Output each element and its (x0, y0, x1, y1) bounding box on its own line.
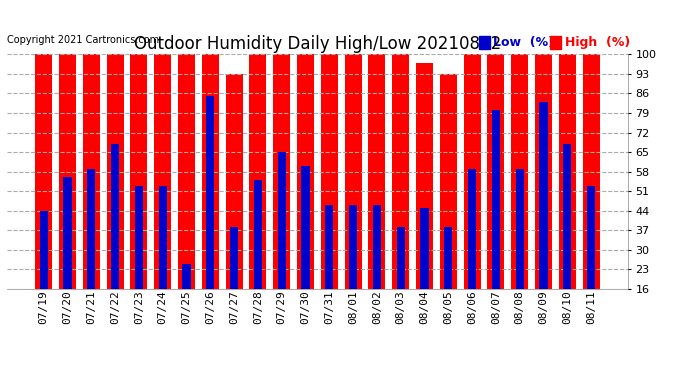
Bar (344, 54, 362, 333)
Bar (83, 54, 100, 333)
Bar (373, 205, 381, 333)
Bar (479, 36, 490, 48)
Bar (63, 177, 72, 333)
Text: Copyright 2021 Cartronics.com: Copyright 2021 Cartronics.com (7, 35, 159, 45)
Bar (420, 208, 428, 333)
Bar (468, 169, 476, 333)
Bar (416, 63, 433, 333)
Bar (154, 54, 171, 333)
Bar (515, 169, 524, 333)
Bar (563, 144, 571, 333)
Bar (230, 227, 238, 333)
Bar (540, 102, 548, 333)
Bar (325, 205, 333, 333)
Bar (559, 54, 576, 333)
Bar (106, 54, 124, 333)
Bar (582, 54, 600, 333)
Bar (297, 54, 314, 333)
Bar (249, 54, 266, 333)
Bar (511, 54, 529, 333)
Bar (392, 54, 409, 333)
Bar (226, 74, 243, 333)
Bar (440, 74, 457, 333)
Bar (349, 205, 357, 333)
Bar (277, 152, 286, 333)
Bar (159, 186, 167, 333)
Bar (302, 166, 310, 333)
Text: Low  (%): Low (%) (493, 36, 554, 49)
Bar (182, 264, 190, 333)
Bar (397, 227, 405, 333)
Bar (535, 54, 552, 333)
Bar (206, 96, 215, 333)
Bar (587, 186, 595, 333)
Bar (464, 54, 481, 333)
Bar (254, 180, 262, 333)
Bar (87, 169, 95, 333)
Bar (321, 54, 338, 333)
Bar (487, 54, 504, 333)
Bar (135, 186, 143, 333)
Bar (551, 36, 562, 48)
Bar (111, 144, 119, 333)
Bar (492, 110, 500, 333)
Bar (368, 54, 386, 333)
Bar (130, 54, 148, 333)
Bar (273, 54, 290, 333)
Bar (178, 54, 195, 333)
Bar (444, 227, 453, 333)
Bar (201, 54, 219, 333)
Bar (59, 54, 76, 333)
Text: High  (%): High (%) (564, 36, 630, 49)
Title: Outdoor Humidity Daily High/Low 20210812: Outdoor Humidity Daily High/Low 20210812 (134, 35, 501, 53)
Bar (39, 211, 48, 333)
Bar (35, 54, 52, 333)
